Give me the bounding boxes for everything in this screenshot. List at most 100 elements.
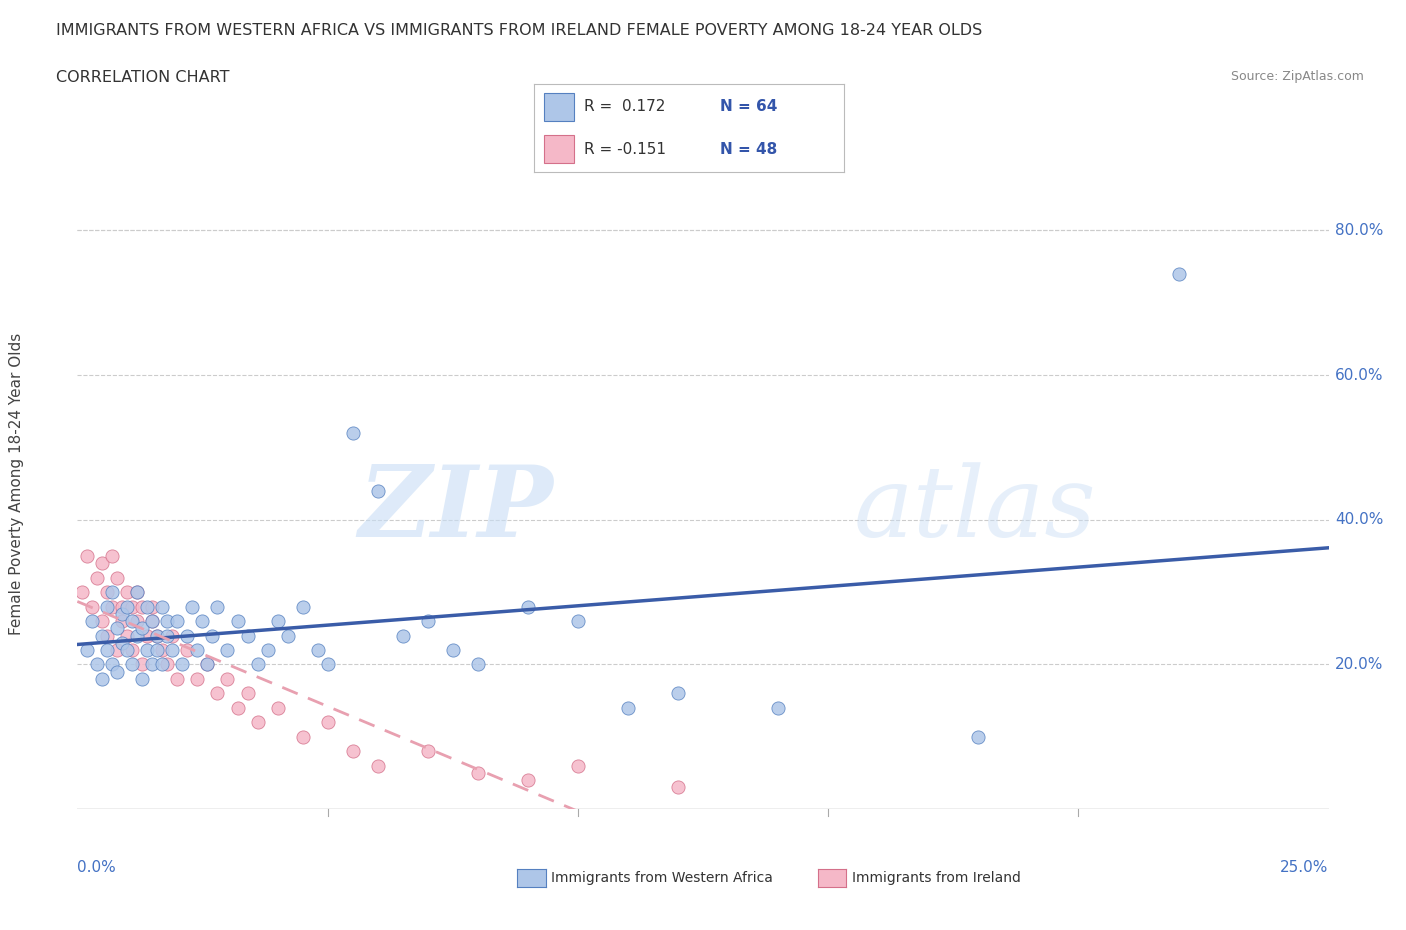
Point — [277, 628, 299, 643]
Point — [391, 628, 413, 643]
Point — [117, 628, 139, 643]
Point — [766, 700, 789, 715]
Point — [516, 599, 538, 614]
Point — [567, 758, 589, 773]
Point — [967, 729, 990, 744]
Point — [156, 657, 179, 671]
Point — [121, 643, 143, 658]
Text: Source: ZipAtlas.com: Source: ZipAtlas.com — [1230, 70, 1364, 83]
Text: N = 48: N = 48 — [720, 141, 778, 156]
Point — [666, 780, 689, 795]
Point — [152, 643, 174, 658]
Text: N = 64: N = 64 — [720, 100, 778, 114]
Text: 25.0%: 25.0% — [1281, 860, 1329, 875]
Point — [146, 628, 169, 643]
Point — [136, 628, 159, 643]
Text: 40.0%: 40.0% — [1334, 512, 1384, 527]
Point — [136, 643, 159, 658]
Point — [86, 657, 108, 671]
Point — [76, 549, 98, 564]
Point — [207, 599, 229, 614]
Point — [127, 585, 149, 600]
Point — [96, 599, 118, 614]
Point — [666, 686, 689, 701]
Point — [111, 635, 134, 650]
Text: R = -0.151: R = -0.151 — [583, 141, 666, 156]
Point — [91, 671, 114, 686]
Point — [152, 657, 174, 671]
Point — [105, 570, 128, 585]
Text: Female Poverty Among 18-24 Year Olds: Female Poverty Among 18-24 Year Olds — [10, 333, 24, 635]
Point — [291, 599, 314, 614]
Text: 0.0%: 0.0% — [77, 860, 117, 875]
Point — [176, 643, 198, 658]
Point — [101, 549, 124, 564]
Point — [86, 570, 108, 585]
Point — [146, 628, 169, 643]
Text: 80.0%: 80.0% — [1334, 223, 1384, 238]
Point — [441, 643, 464, 658]
Point — [131, 621, 153, 636]
Point — [166, 671, 188, 686]
Point — [111, 606, 134, 621]
Point — [156, 628, 179, 643]
Point — [316, 715, 339, 730]
Point — [617, 700, 640, 715]
Point — [191, 614, 214, 629]
Point — [111, 599, 134, 614]
Point — [117, 585, 139, 600]
Text: Immigrants from Ireland: Immigrants from Ireland — [852, 870, 1021, 885]
Point — [121, 657, 143, 671]
Point — [246, 657, 269, 671]
Text: IMMIGRANTS FROM WESTERN AFRICA VS IMMIGRANTS FROM IRELAND FEMALE POVERTY AMONG 1: IMMIGRANTS FROM WESTERN AFRICA VS IMMIGR… — [56, 23, 983, 38]
Point — [416, 744, 439, 759]
Point — [176, 628, 198, 643]
Point — [91, 556, 114, 571]
Point — [101, 599, 124, 614]
Point — [197, 657, 219, 671]
Point — [101, 585, 124, 600]
Point — [141, 599, 163, 614]
Text: CORRELATION CHART: CORRELATION CHART — [56, 70, 229, 85]
Point — [516, 773, 538, 788]
Point — [226, 614, 249, 629]
Point — [197, 657, 219, 671]
Text: Immigrants from Western Africa: Immigrants from Western Africa — [551, 870, 773, 885]
Point — [217, 643, 239, 658]
Point — [266, 614, 288, 629]
Point — [266, 700, 288, 715]
Point — [117, 643, 139, 658]
Point — [342, 744, 364, 759]
Point — [72, 585, 94, 600]
Point — [141, 657, 163, 671]
Point — [105, 621, 128, 636]
Point — [82, 599, 104, 614]
Point — [96, 628, 118, 643]
Point — [567, 614, 589, 629]
Point — [416, 614, 439, 629]
Point — [367, 758, 389, 773]
Point — [141, 614, 163, 629]
Point — [121, 599, 143, 614]
Point — [186, 671, 208, 686]
Point — [105, 643, 128, 658]
Point — [186, 643, 208, 658]
Point — [201, 628, 224, 643]
Point — [82, 614, 104, 629]
Point — [236, 628, 259, 643]
Point — [217, 671, 239, 686]
Point — [316, 657, 339, 671]
Point — [131, 657, 153, 671]
Point — [146, 643, 169, 658]
Point — [246, 715, 269, 730]
Point — [1167, 266, 1189, 281]
Point — [121, 614, 143, 629]
Point — [101, 657, 124, 671]
Point — [152, 599, 174, 614]
Bar — [544, 93, 575, 121]
Point — [141, 614, 163, 629]
Point — [117, 599, 139, 614]
Bar — [544, 135, 575, 164]
Point — [467, 765, 489, 780]
Point — [307, 643, 329, 658]
